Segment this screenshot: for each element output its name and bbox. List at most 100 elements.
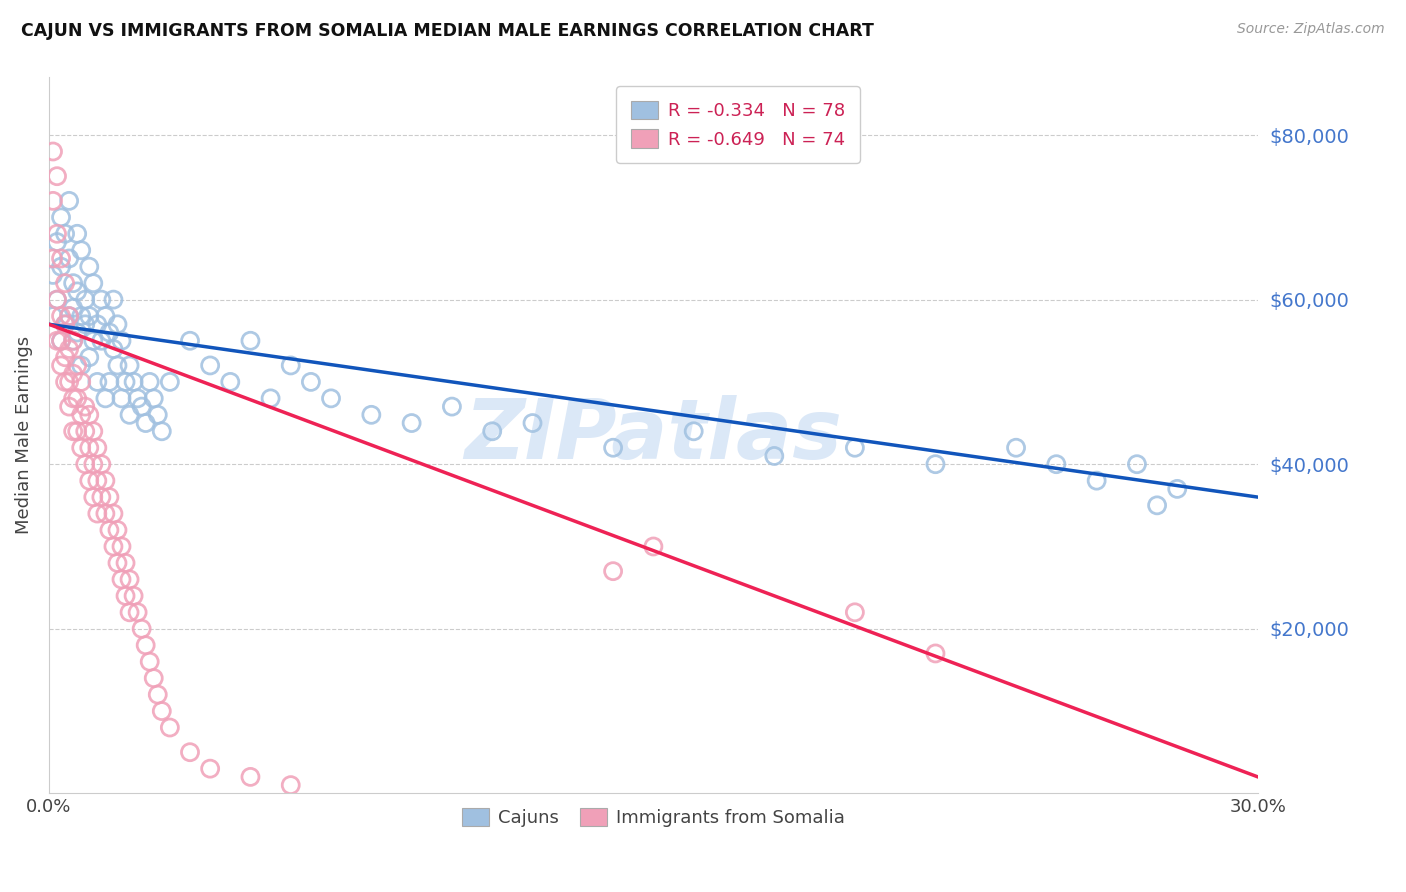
Point: [280, 778, 302, 792]
Point: [82, 334, 104, 348]
Point: [66, 285, 89, 299]
Point: [319, 392, 342, 406]
Point: [82, 424, 104, 438]
Point: [114, 556, 136, 570]
Point: [77, 474, 100, 488]
Point: [118, 359, 141, 373]
Point: [1126, 457, 1149, 471]
Point: [98, 490, 121, 504]
Point: [763, 449, 786, 463]
Point: [53, 276, 76, 290]
Point: [86, 375, 108, 389]
Point: [135, 416, 157, 430]
Point: [77, 408, 100, 422]
Point: [49, 252, 72, 266]
Point: [46, 169, 69, 184]
Point: [146, 408, 169, 422]
Point: [110, 573, 132, 587]
Point: [682, 424, 704, 438]
Point: [86, 474, 108, 488]
Point: [150, 704, 173, 718]
Point: [46, 235, 69, 249]
Point: [127, 392, 149, 406]
Point: [70, 408, 93, 422]
Text: Source: ZipAtlas.com: Source: ZipAtlas.com: [1237, 22, 1385, 37]
Point: [46, 227, 69, 241]
Point: [75, 457, 97, 471]
Point: [602, 441, 624, 455]
Point: [66, 227, 89, 241]
Point: [107, 318, 129, 332]
Point: [66, 359, 89, 373]
Point: [122, 589, 145, 603]
Point: [53, 375, 76, 389]
Point: [98, 326, 121, 340]
Point: [90, 293, 112, 307]
Point: [1146, 499, 1168, 513]
Point: [90, 457, 112, 471]
Point: [75, 318, 97, 332]
Point: [46, 334, 69, 348]
Point: [82, 490, 104, 504]
Point: [127, 605, 149, 619]
Point: [62, 367, 84, 381]
Point: [98, 523, 121, 537]
Point: [142, 671, 165, 685]
Point: [66, 424, 89, 438]
Point: [62, 392, 84, 406]
Point: [122, 375, 145, 389]
Point: [138, 375, 160, 389]
Point: [70, 441, 93, 455]
Point: [70, 244, 93, 258]
Point: [239, 334, 262, 348]
Point: [75, 400, 97, 414]
Point: [58, 342, 80, 356]
Point: [103, 540, 125, 554]
Point: [110, 334, 132, 348]
Point: [131, 622, 153, 636]
Point: [924, 457, 946, 471]
Text: ZIPatlas: ZIPatlas: [464, 395, 842, 476]
Legend: Cajuns, Immigrants from Somalia: Cajuns, Immigrants from Somalia: [454, 801, 852, 834]
Point: [62, 334, 84, 348]
Point: [62, 301, 84, 315]
Point: [49, 260, 72, 274]
Point: [103, 507, 125, 521]
Point: [844, 441, 866, 455]
Point: [440, 400, 463, 414]
Point: [179, 745, 201, 759]
Point: [198, 762, 221, 776]
Point: [94, 309, 117, 323]
Point: [118, 408, 141, 422]
Point: [103, 293, 125, 307]
Point: [1166, 482, 1188, 496]
Point: [46, 293, 69, 307]
Point: [86, 441, 108, 455]
Point: [360, 408, 382, 422]
Point: [179, 334, 201, 348]
Point: [159, 721, 181, 735]
Point: [114, 589, 136, 603]
Point: [66, 392, 89, 406]
Point: [146, 688, 169, 702]
Point: [42, 309, 65, 323]
Point: [107, 523, 129, 537]
Point: [522, 416, 544, 430]
Point: [198, 359, 221, 373]
Point: [150, 424, 173, 438]
Point: [49, 359, 72, 373]
Point: [86, 507, 108, 521]
Point: [62, 334, 84, 348]
Point: [70, 375, 93, 389]
Point: [643, 540, 665, 554]
Point: [103, 342, 125, 356]
Point: [58, 375, 80, 389]
Point: [114, 375, 136, 389]
Point: [159, 375, 181, 389]
Point: [82, 276, 104, 290]
Point: [66, 326, 89, 340]
Text: CAJUN VS IMMIGRANTS FROM SOMALIA MEDIAN MALE EARNINGS CORRELATION CHART: CAJUN VS IMMIGRANTS FROM SOMALIA MEDIAN …: [21, 22, 875, 40]
Point: [259, 392, 281, 406]
Point: [481, 424, 503, 438]
Point: [107, 556, 129, 570]
